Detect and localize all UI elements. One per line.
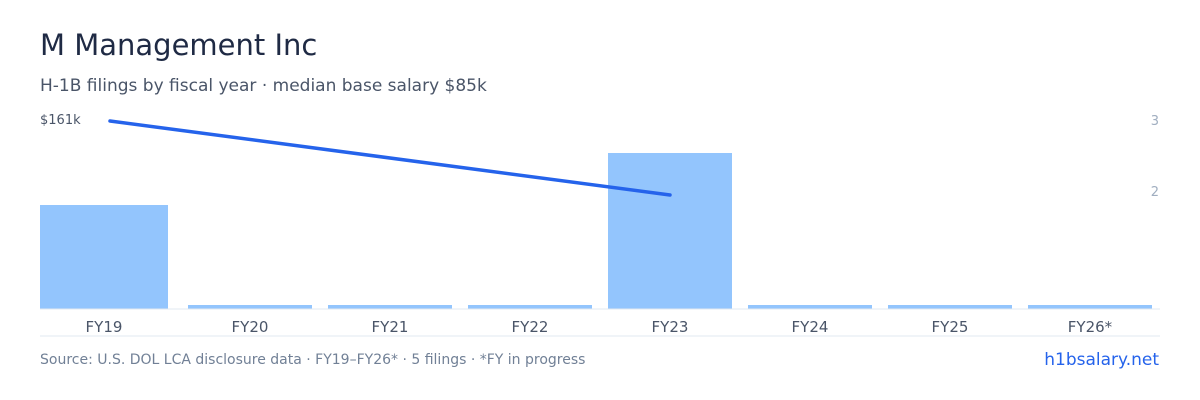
bar-fy26-star: [1028, 305, 1152, 309]
x-tick-fy25: FY25: [932, 318, 969, 336]
right-tick-labels: 32: [1151, 114, 1159, 200]
x-tick-fy20: FY20: [232, 318, 269, 336]
chart-subtitle: H-1B filings by fiscal year · median bas…: [40, 76, 487, 96]
x-tick-fy21: FY21: [372, 318, 409, 336]
x-tick-fy23: FY23: [652, 318, 689, 336]
x-tick-fy19: FY19: [86, 318, 123, 336]
right-tick-2: 2: [1151, 185, 1159, 200]
x-tick-fy22: FY22: [512, 318, 549, 336]
x-tick-fy24: FY24: [792, 318, 829, 336]
right-tick-3: 3: [1151, 114, 1159, 129]
bar-fy24: [748, 305, 872, 309]
bar-fy19: [40, 205, 168, 309]
source-note: Source: U.S. DOL LCA disclosure data · F…: [40, 352, 586, 368]
bar-fy23: [608, 153, 732, 309]
bar-fy22: [468, 305, 592, 309]
bar-fy25: [888, 305, 1012, 309]
salary-line-group: [108, 119, 672, 197]
salary-line: [108, 119, 672, 197]
bar-fy21: [328, 305, 452, 309]
left-axis-label: $161k: [40, 113, 81, 128]
brand-link[interactable]: h1bsalary.net: [1044, 350, 1159, 370]
x-tick-labels: FY19 FY20 FY21 FY22 FY23 FY24 FY25 FY26*: [86, 318, 1113, 336]
chart-title: M Management Inc: [40, 28, 318, 62]
x-tick-fy26-star: FY26*: [1068, 318, 1113, 336]
bar-fy20: [188, 305, 312, 309]
bars-group: [40, 153, 1152, 309]
